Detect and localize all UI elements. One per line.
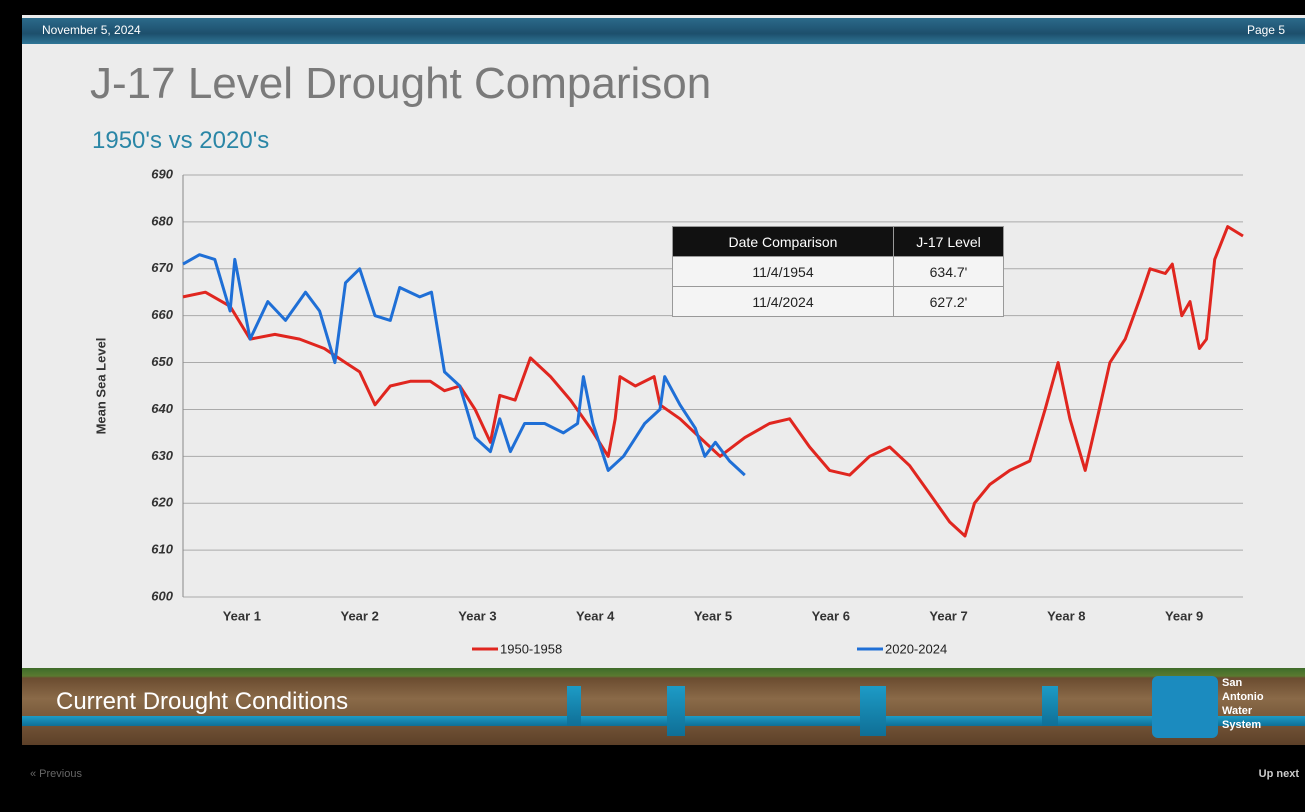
x-tick-label: Year 3: [458, 608, 496, 623]
chart: 600 610 620 630 640 650 660 670 680 690 Year 1 Year…: [0, 0, 1305, 670]
table-cell: 634.7': [894, 257, 1004, 287]
pipe: [1042, 686, 1058, 726]
pipe: [567, 686, 581, 726]
pipe: [860, 686, 886, 736]
x-tick-label: Year 7: [929, 608, 967, 623]
logo-line: Water: [1222, 704, 1264, 718]
y-tick-label: 610: [151, 542, 173, 557]
x-tick-label: Year 9: [1165, 608, 1203, 623]
y-tick-label: 680: [151, 213, 173, 228]
y-tick-label: 630: [151, 448, 173, 463]
legend-label: 2020-2024: [885, 641, 947, 656]
pipe: [667, 686, 685, 736]
table-cell: 11/4/2024: [673, 287, 894, 317]
x-tick-label: Year 1: [223, 608, 261, 623]
x-tick-label: Year 6: [812, 608, 850, 623]
y-tick-label: 690: [151, 166, 173, 181]
x-tick-label: Year 5: [694, 608, 732, 623]
y-tick-label: 600: [151, 588, 173, 603]
series-line: [183, 255, 745, 475]
logo-text: San Antonio Water System: [1222, 676, 1264, 732]
logo-line: Antonio: [1222, 690, 1264, 704]
nav-next[interactable]: Up next: [1259, 768, 1299, 780]
logo-line: System: [1222, 718, 1264, 732]
page: November 5, 2024 Page 5 J-17 Level Droug…: [0, 0, 1305, 812]
y-tick-label: 620: [151, 495, 173, 510]
x-tick-label: Year 8: [1047, 608, 1085, 623]
x-tick-label: Year 4: [576, 608, 615, 623]
table-cell: 627.2': [894, 287, 1004, 317]
footer-title: Current Drought Conditions: [56, 688, 348, 716]
y-tick-label: 670: [151, 260, 173, 275]
column-header: J-17 Level: [894, 227, 1004, 257]
logo-mark: [1152, 676, 1218, 738]
legend-label: 1950-1958: [500, 641, 562, 656]
nav-previous[interactable]: « Previous: [30, 768, 82, 780]
footer-band: Current Drought Conditions San Antonio W…: [22, 668, 1305, 745]
logo-line: San: [1222, 676, 1264, 690]
pipe: [22, 716, 1305, 726]
y-tick-label: 650: [151, 354, 173, 369]
x-tick-label: Year 2: [341, 608, 379, 623]
table-cell: 11/4/1954: [673, 257, 894, 287]
y-tick-label: 660: [151, 307, 173, 322]
y-axis-label: Mean Sea Level: [93, 338, 108, 435]
y-tick-label: 640: [151, 401, 173, 416]
column-header: Date Comparison: [673, 227, 894, 257]
